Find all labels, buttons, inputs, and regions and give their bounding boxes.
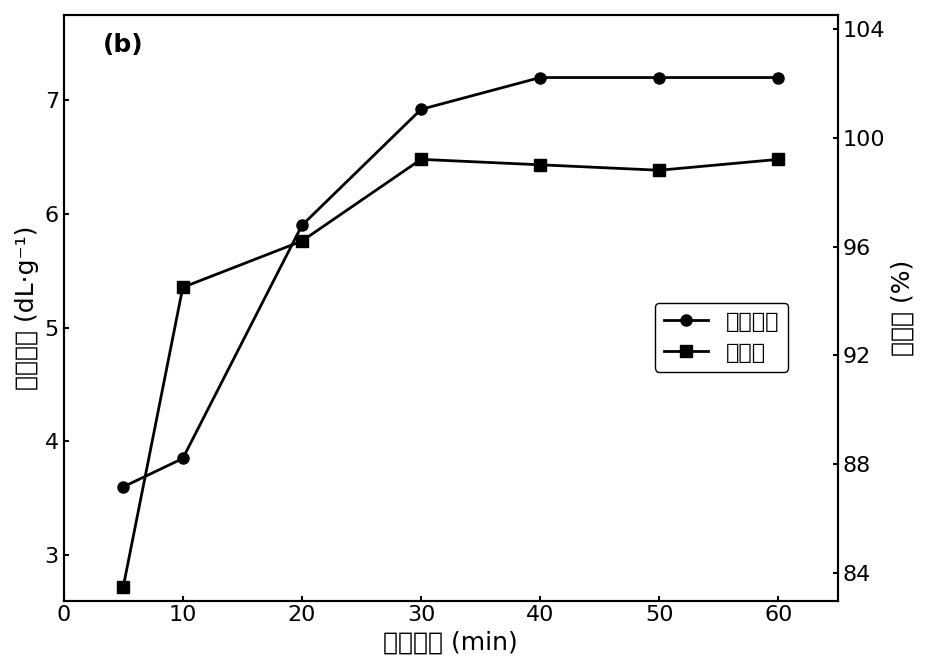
- 特性粘度: [178, 454, 189, 462]
- 特性粘度: [773, 74, 784, 82]
- Y-axis label: 特性粘度 (dL·g⁻¹): 特性粘度 (dL·g⁻¹): [15, 226, 39, 390]
- 转化率: [535, 161, 546, 169]
- Line: 特性粘度: 特性粘度: [118, 72, 784, 492]
- 特性粘度: [297, 221, 308, 229]
- 特性粘度: [654, 74, 665, 82]
- Text: (b): (b): [102, 33, 143, 56]
- 特性粘度: [118, 483, 129, 491]
- Line: 转化率: 转化率: [118, 154, 784, 592]
- Legend: 特性粘度, 转化率: 特性粘度, 转化率: [655, 303, 788, 372]
- 转化率: [297, 237, 308, 245]
- 转化率: [178, 283, 189, 291]
- 特性粘度: [416, 105, 427, 113]
- Y-axis label: 转化率 (%): 转化率 (%): [891, 260, 915, 356]
- 转化率: [773, 155, 784, 163]
- 特性粘度: [535, 74, 546, 82]
- 转化率: [118, 583, 129, 591]
- 转化率: [416, 155, 427, 163]
- 转化率: [654, 166, 665, 174]
- X-axis label: 引发时间 (min): 引发时间 (min): [383, 631, 518, 655]
